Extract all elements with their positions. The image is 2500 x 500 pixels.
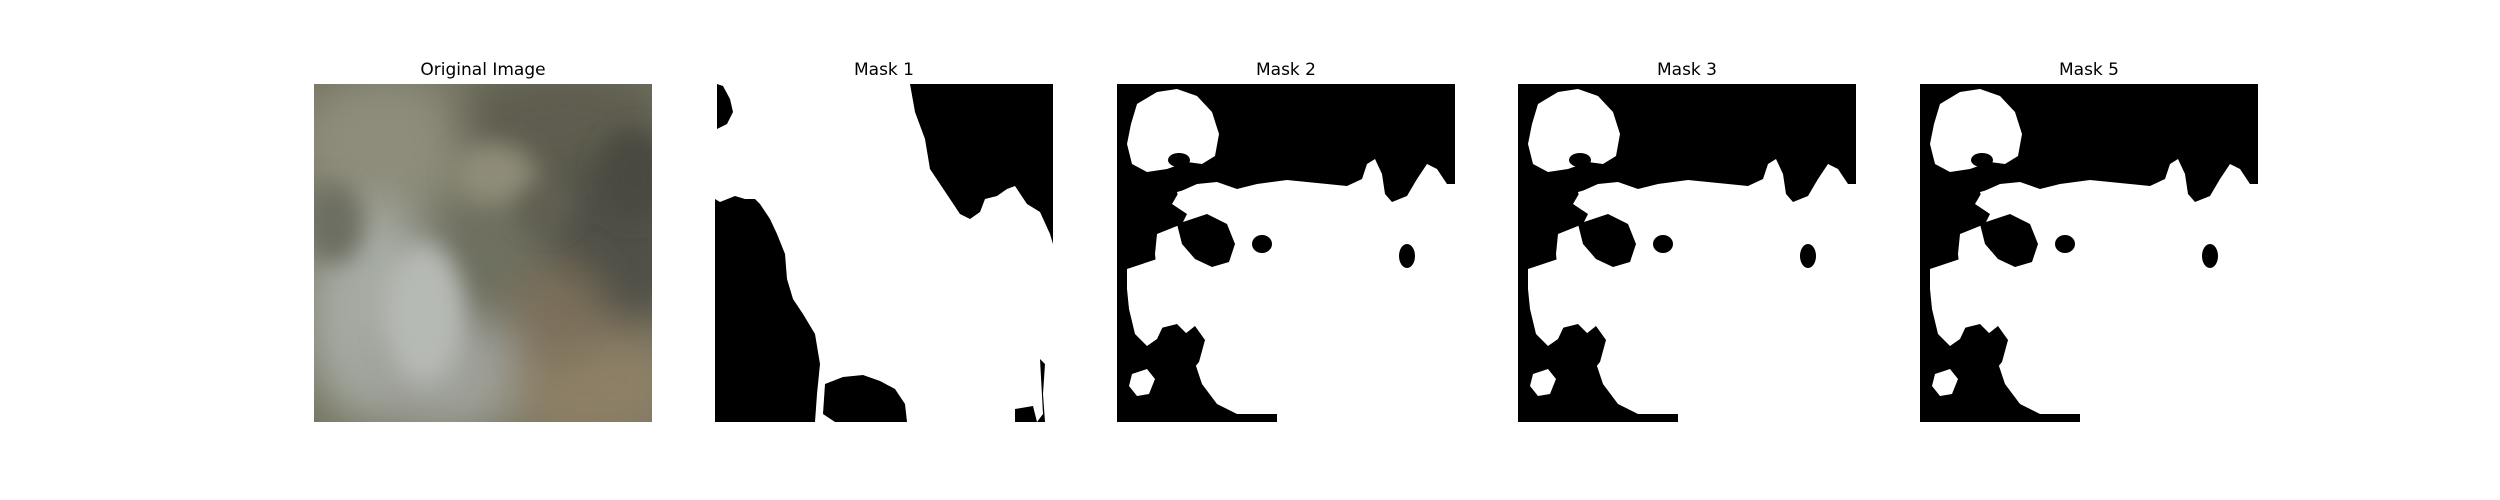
panel-title: Mask 1 [853,60,914,80]
figure-panel-mask-1: Mask 1 [715,0,1053,500]
panel-title: Mask 3 [1656,60,1717,80]
mask-image [1117,84,1455,422]
panel-title: Mask 2 [1255,60,1316,80]
figure-panel-mask-2: Mask 2 [1117,0,1455,500]
figure-panel-mask-5: Mask 5 [1920,0,2258,500]
mask-image [1920,84,2258,422]
panel-title: Original Image [420,60,546,80]
figure-panel-original: Original Image [314,0,652,500]
mask-image [1518,84,1856,422]
figure-panel-mask-3: Mask 3 [1518,0,1856,500]
original-image [314,84,652,422]
panel-title: Mask 5 [2058,60,2119,80]
mask-image [715,84,1053,422]
